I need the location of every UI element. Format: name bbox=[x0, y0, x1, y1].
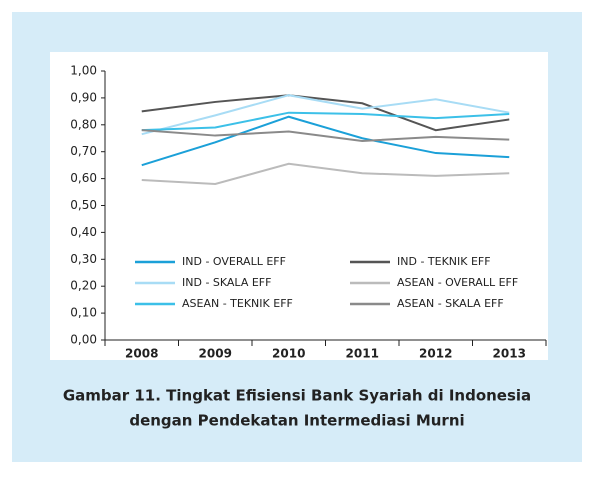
series-line bbox=[141, 162, 510, 185]
y-tick-label: 0,80 bbox=[70, 117, 97, 131]
plot-background bbox=[50, 52, 548, 360]
y-tick-label: 0,50 bbox=[70, 198, 97, 212]
y-tick-label: 0,70 bbox=[70, 144, 97, 158]
legend-label: ASEAN - TEKNIK EFF bbox=[182, 297, 293, 310]
series-line bbox=[141, 115, 510, 167]
legend-label: IND - OVERALL EFF bbox=[182, 255, 286, 268]
x-tick-label: 2009 bbox=[199, 347, 232, 361]
series-line bbox=[141, 94, 510, 136]
legend-label: ASEAN - OVERALL EFF bbox=[397, 276, 518, 289]
series-line bbox=[141, 129, 510, 142]
legend-label: IND - TEKNIK EFF bbox=[397, 255, 491, 268]
x-tick-label: 2008 bbox=[125, 347, 158, 361]
x-tick-label: 2012 bbox=[419, 347, 452, 361]
y-tick-label: 0,90 bbox=[70, 90, 97, 104]
y-tick-label: 0,00 bbox=[70, 333, 97, 347]
legend-label: IND - SKALA EFF bbox=[182, 276, 271, 289]
y-tick-label: 0,40 bbox=[70, 225, 97, 239]
y-tick-label: 0,30 bbox=[70, 252, 97, 266]
y-tick-label: 0,10 bbox=[70, 306, 97, 320]
x-tick-label: 2013 bbox=[493, 347, 526, 361]
legend-label: ASEAN - SKALA EFF bbox=[397, 297, 504, 310]
chart-title: dengan Pendekatan Intermediasi Murni bbox=[129, 412, 464, 430]
y-tick-label: 0,20 bbox=[70, 279, 97, 293]
series-line bbox=[141, 111, 510, 132]
y-tick-label: 1,00 bbox=[70, 64, 97, 78]
series-line bbox=[141, 94, 510, 132]
y-tick-label: 0,60 bbox=[70, 171, 97, 185]
chart-title: Gambar 11. Tingkat Efisiensi Bank Syaria… bbox=[63, 387, 531, 405]
x-tick-label: 2011 bbox=[346, 347, 379, 361]
x-tick-label: 2010 bbox=[272, 347, 305, 361]
